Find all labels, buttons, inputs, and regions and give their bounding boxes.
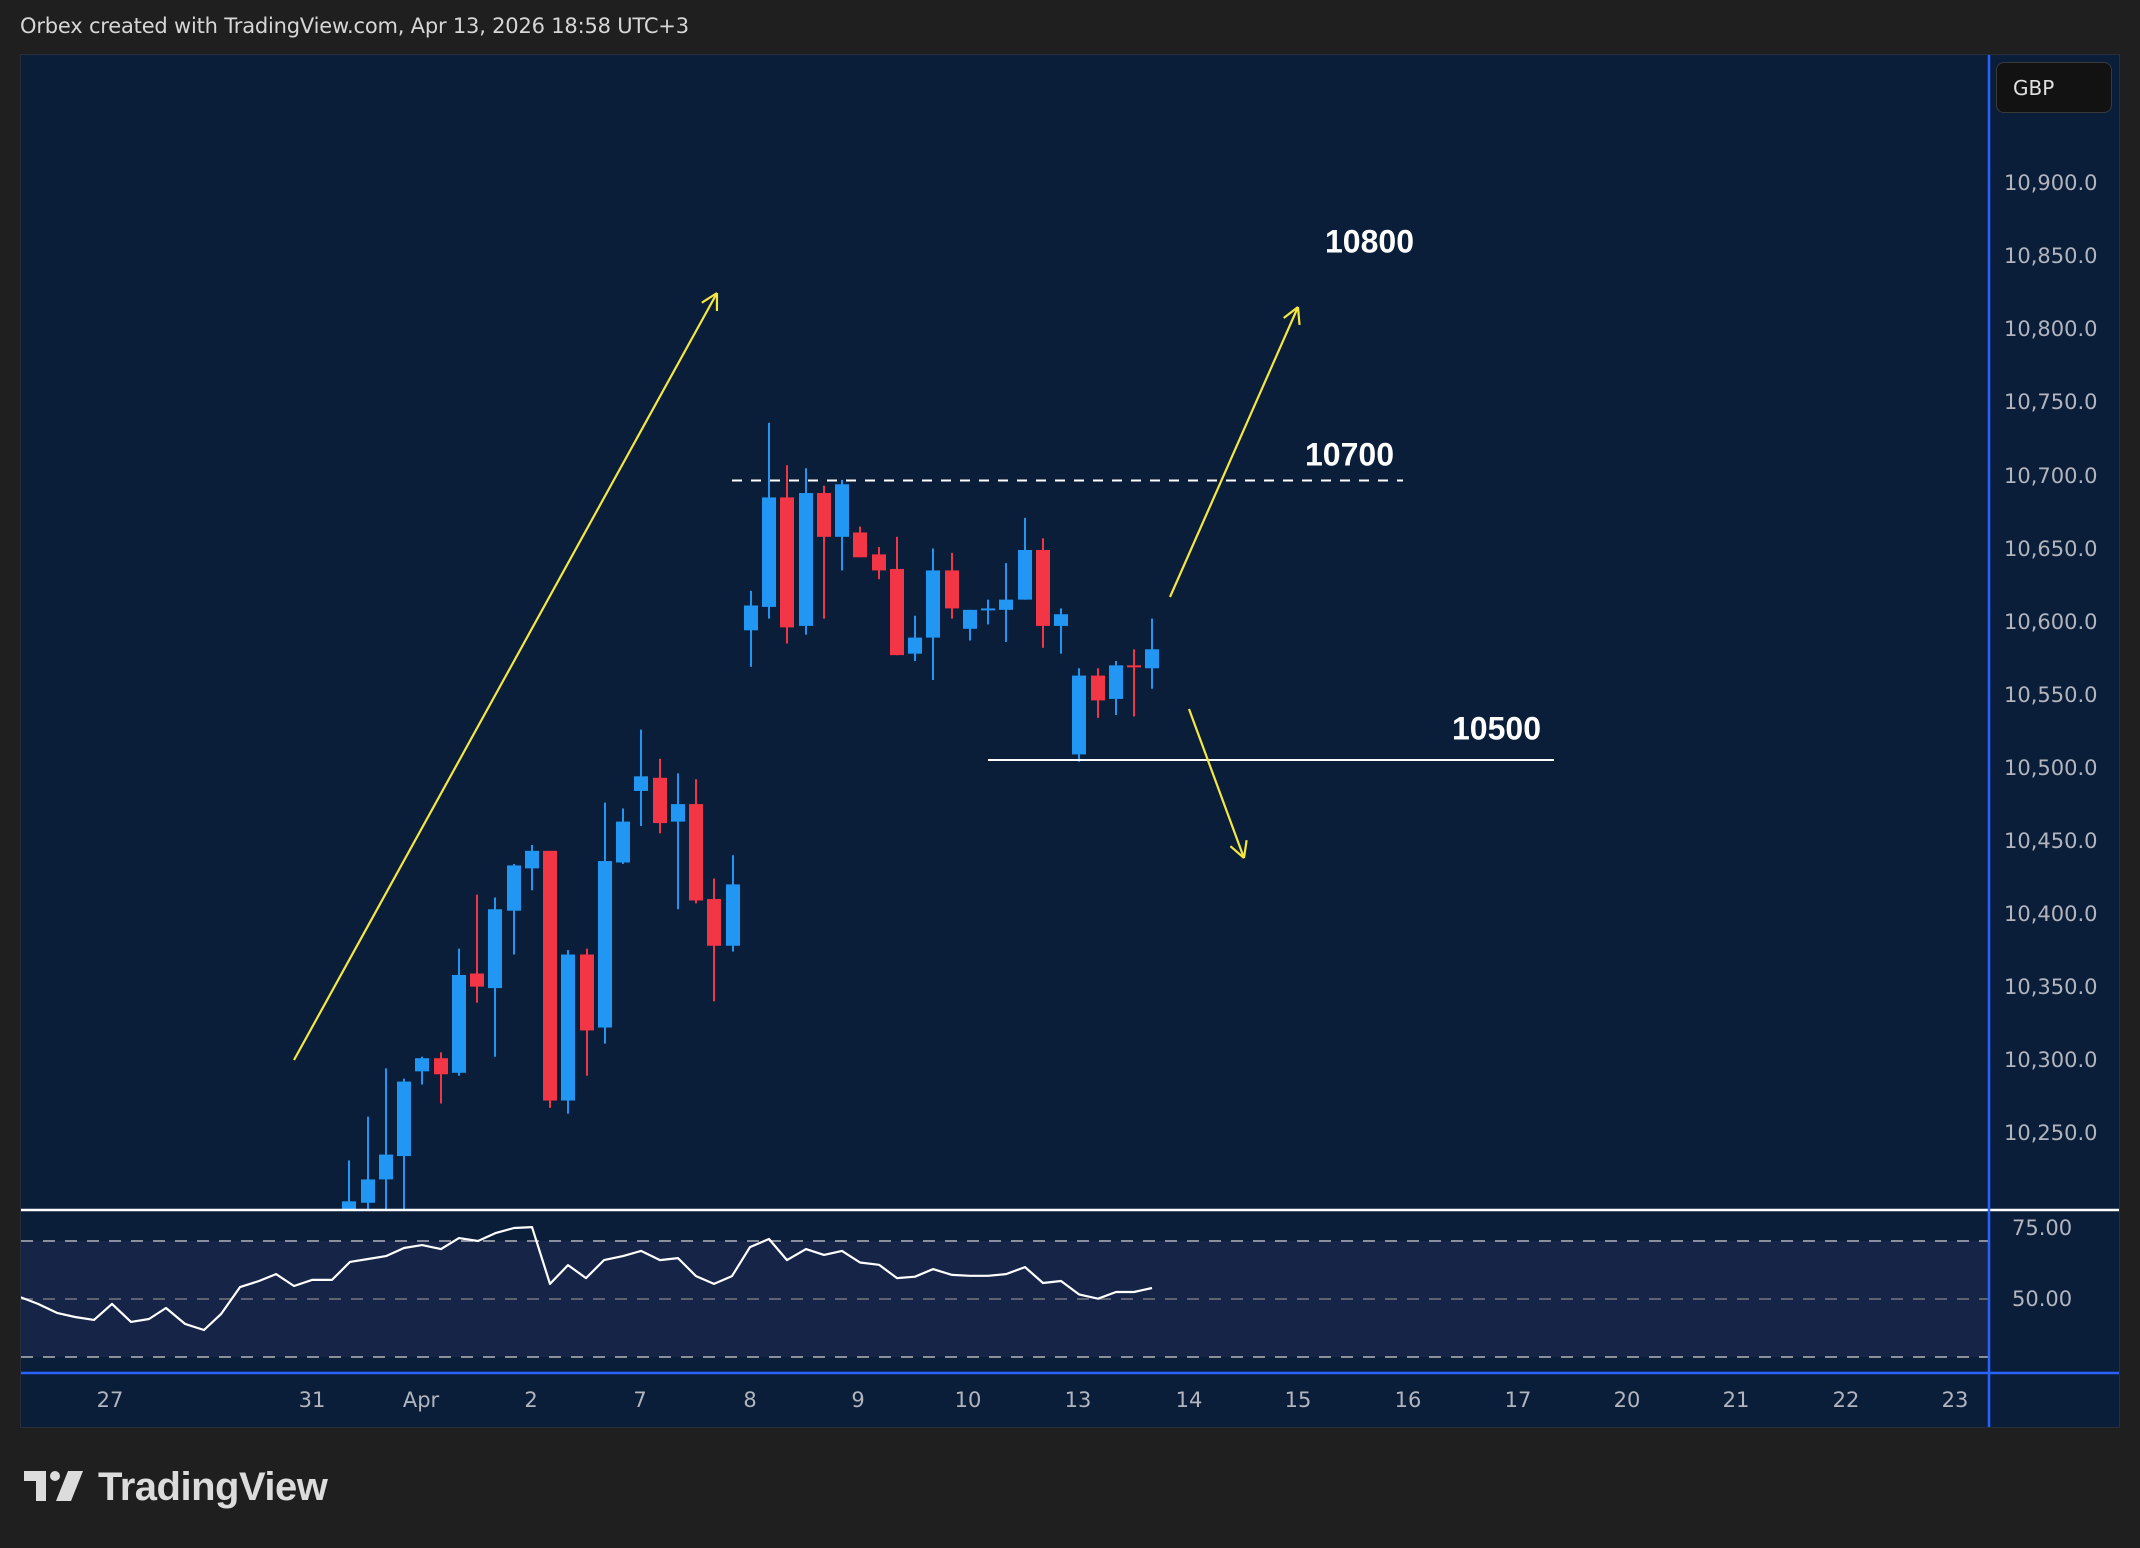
candle [525,844,539,891]
price-axis-label: 10,850.0 [2004,244,2098,269]
breakout-up-arrow-icon[interactable] [1168,306,1301,598]
rsi-axis-label-75: 75.00 [2012,1216,2073,1240]
candle [890,536,904,656]
candle [653,758,667,834]
candle [415,1056,429,1085]
level-label-10800[interactable]: 10800 [1325,223,1414,260]
candle [872,547,886,580]
price-axis-label: 10,350.0 [2004,974,2098,999]
candle [707,878,721,1002]
price-axis-label: 10,550.0 [2004,682,2098,707]
price-axis-label: 10,750.0 [2004,390,2098,415]
candle [634,729,648,826]
candle [981,599,995,625]
chart-attribution-header: Orbex created with TradingView.com, Apr … [20,14,689,38]
candle [361,1116,375,1210]
time-axis-label: 8 [743,1388,757,1412]
candle [908,615,922,661]
candle [580,948,594,1076]
rsi-indicator [21,1225,1153,1332]
time-axis-label: 23 [1941,1388,1969,1412]
time-axis-label: Apr [402,1388,440,1412]
candle [671,773,685,910]
candle [397,1078,411,1210]
candle [1072,668,1086,762]
candle [853,526,867,558]
time-axis-label: 20 [1613,1388,1641,1412]
candle [1054,608,1068,654]
time-axis-label: 15 [1284,1388,1312,1412]
price-axis-label: 10,700.0 [2004,463,2098,488]
candle [379,1068,393,1210]
candle [598,802,612,1044]
rsi-overbought-oversold-band [21,1241,1989,1357]
price-axis-label: 10,400.0 [2004,901,2098,926]
time-axis-label: 31 [298,1388,326,1412]
candle [726,855,740,952]
tradingview-logo-text: TradingView [98,1464,328,1509]
rsi-line [21,1225,1153,1332]
price-axis-label: 10,800.0 [2004,317,2098,342]
time-axis-label: 9 [851,1388,865,1412]
candle [452,948,466,1076]
time-axis-label: 14 [1175,1388,1203,1412]
candle [835,479,849,571]
candle [1145,618,1159,689]
level-label-10500[interactable]: 10500 [1452,710,1541,747]
candle [1091,668,1105,718]
drawing-annotations [293,292,1554,1061]
candle [561,950,575,1114]
price-axis-label: 10,300.0 [2004,1047,2098,1072]
candle [507,863,521,955]
price-axis-label: 10,900.0 [2004,171,2098,196]
candle [470,894,484,1003]
time-axis-label: 2 [524,1388,538,1412]
time-axis-label: 10 [954,1388,982,1412]
currency-selector-button[interactable]: GBP [1996,62,2112,113]
candle [1127,649,1141,717]
time-axis-label: 21 [1722,1388,1750,1412]
time-axis-label: 13 [1064,1388,1092,1412]
candle [434,1052,448,1104]
level-label-10700[interactable]: 10700 [1305,436,1394,473]
candle [342,1160,356,1210]
price-axis-label: 10,450.0 [2004,828,2098,853]
time-axis-label: 22 [1832,1388,1860,1412]
price-axis-label: 10,650.0 [2004,536,2098,561]
candle [762,422,776,619]
rsi-axis-label-50: 50.00 [2012,1287,2073,1311]
candle [945,552,959,619]
candle [689,779,703,904]
candle [817,485,831,619]
breakdown-arrow-icon[interactable] [1187,708,1248,859]
candle [780,465,794,644]
tradingview-logo-icon [24,1471,83,1501]
currency-label: GBP [2013,75,2055,100]
candle [543,850,557,1108]
candle [488,897,502,1057]
candle [1036,538,1050,648]
price-axis-label: 10,600.0 [2004,609,2098,634]
candle [1018,517,1032,600]
candlestick-series [342,422,1159,1210]
tradingview-logo[interactable]: TradingView [24,1464,328,1509]
uptrend-arrow-icon[interactable] [293,292,719,1061]
candle [744,590,758,667]
candle [799,468,813,635]
candle [1109,660,1123,716]
price-axis-label: 10,250.0 [2004,1120,2098,1145]
candle [963,609,977,641]
time-axis-label: 17 [1504,1388,1532,1412]
candle [616,808,630,864]
price-axis-label: 10,500.0 [2004,755,2098,780]
time-axis-label: 27 [96,1388,124,1412]
candle [999,563,1013,642]
candle [926,548,940,680]
time-axis-label: 16 [1394,1388,1422,1412]
time-axis-label: 7 [633,1388,647,1412]
